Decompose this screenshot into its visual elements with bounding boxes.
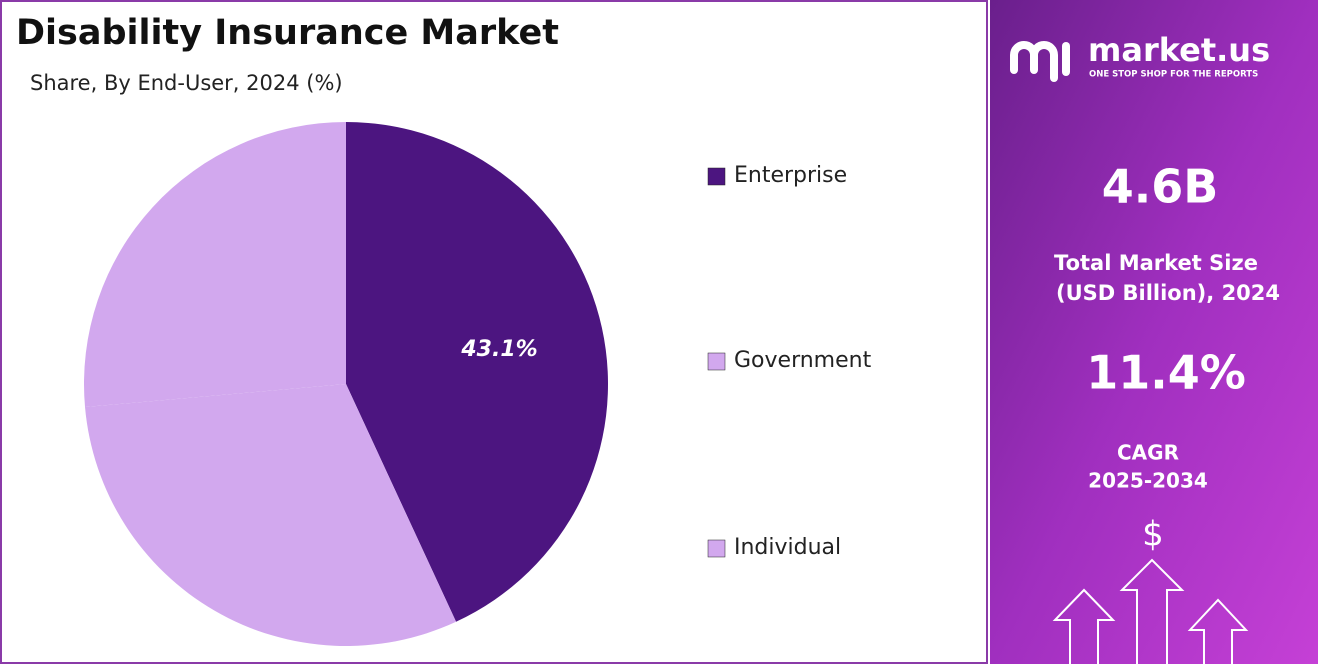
legend-swatch — [707, 539, 726, 558]
arrows-icon — [1052, 558, 1249, 664]
chart-title: Disability Insurance Market — [16, 13, 559, 53]
legend-label: Individual — [734, 535, 841, 560]
cagr-label: 2025-2034 — [1088, 469, 1208, 493]
pie-slice — [83, 122, 346, 408]
pie-slice — [85, 384, 457, 646]
legend-label: Enterprise — [734, 163, 847, 188]
legend-swatch — [707, 167, 726, 186]
data-label: 43.1% — [460, 337, 537, 362]
market-size-label: Total Market Size — [1054, 251, 1258, 275]
tagline: ONE STOP SHOP FOR THE REPORTS — [1089, 70, 1258, 80]
cagr-label: CAGR — [1117, 441, 1179, 465]
brand: market.us — [1088, 31, 1270, 69]
market-size-label: (USD Billion), 2024 — [1056, 281, 1280, 305]
dollar-icon: $ — [1142, 515, 1164, 555]
chart-subtitle: Share, By End-User, 2024 (%) — [30, 71, 343, 95]
legend-swatch — [707, 352, 726, 371]
cagr: 11.4% — [1086, 346, 1246, 400]
logo-icon — [1010, 41, 1070, 82]
pie-slice — [346, 122, 609, 622]
info-panel — [990, 0, 1318, 664]
legend-label: Government — [734, 348, 872, 373]
market-size: 4.6B — [1102, 160, 1219, 214]
